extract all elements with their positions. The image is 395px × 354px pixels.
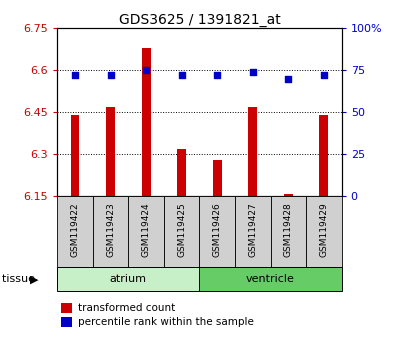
Bar xyxy=(177,149,186,196)
Point xyxy=(143,68,149,73)
Bar xyxy=(235,196,271,267)
Text: transformed count: transformed count xyxy=(78,303,175,313)
Title: GDS3625 / 1391821_at: GDS3625 / 1391821_at xyxy=(118,13,280,27)
Point xyxy=(179,73,185,78)
Bar xyxy=(93,196,128,267)
Point xyxy=(107,73,114,78)
Point xyxy=(285,76,292,82)
Text: ventricle: ventricle xyxy=(246,274,295,284)
Text: ▶: ▶ xyxy=(30,274,38,284)
Bar xyxy=(306,196,342,267)
Text: percentile rank within the sample: percentile rank within the sample xyxy=(78,317,254,327)
Text: GSM119424: GSM119424 xyxy=(142,202,150,257)
Bar xyxy=(199,267,342,291)
Bar xyxy=(320,115,328,196)
Bar xyxy=(164,196,199,267)
Text: GSM119426: GSM119426 xyxy=(213,202,222,257)
Point xyxy=(72,73,78,78)
Bar xyxy=(284,194,293,196)
Text: GSM119428: GSM119428 xyxy=(284,202,293,257)
Bar xyxy=(271,196,306,267)
Text: GSM119423: GSM119423 xyxy=(106,202,115,257)
Bar xyxy=(213,160,222,196)
Bar xyxy=(248,107,257,196)
Bar xyxy=(57,267,199,291)
Point xyxy=(250,69,256,75)
Text: GSM119429: GSM119429 xyxy=(320,202,328,257)
Bar xyxy=(142,48,150,196)
Text: tissue: tissue xyxy=(2,274,38,284)
Bar xyxy=(199,196,235,267)
Text: GSM119422: GSM119422 xyxy=(71,202,79,257)
Bar xyxy=(57,196,93,267)
Text: atrium: atrium xyxy=(110,274,147,284)
Bar xyxy=(71,115,79,196)
Text: GSM119425: GSM119425 xyxy=(177,202,186,257)
Text: GSM119427: GSM119427 xyxy=(248,202,257,257)
Bar xyxy=(128,196,164,267)
Point xyxy=(321,73,327,78)
Bar xyxy=(106,107,115,196)
Point xyxy=(214,73,220,78)
